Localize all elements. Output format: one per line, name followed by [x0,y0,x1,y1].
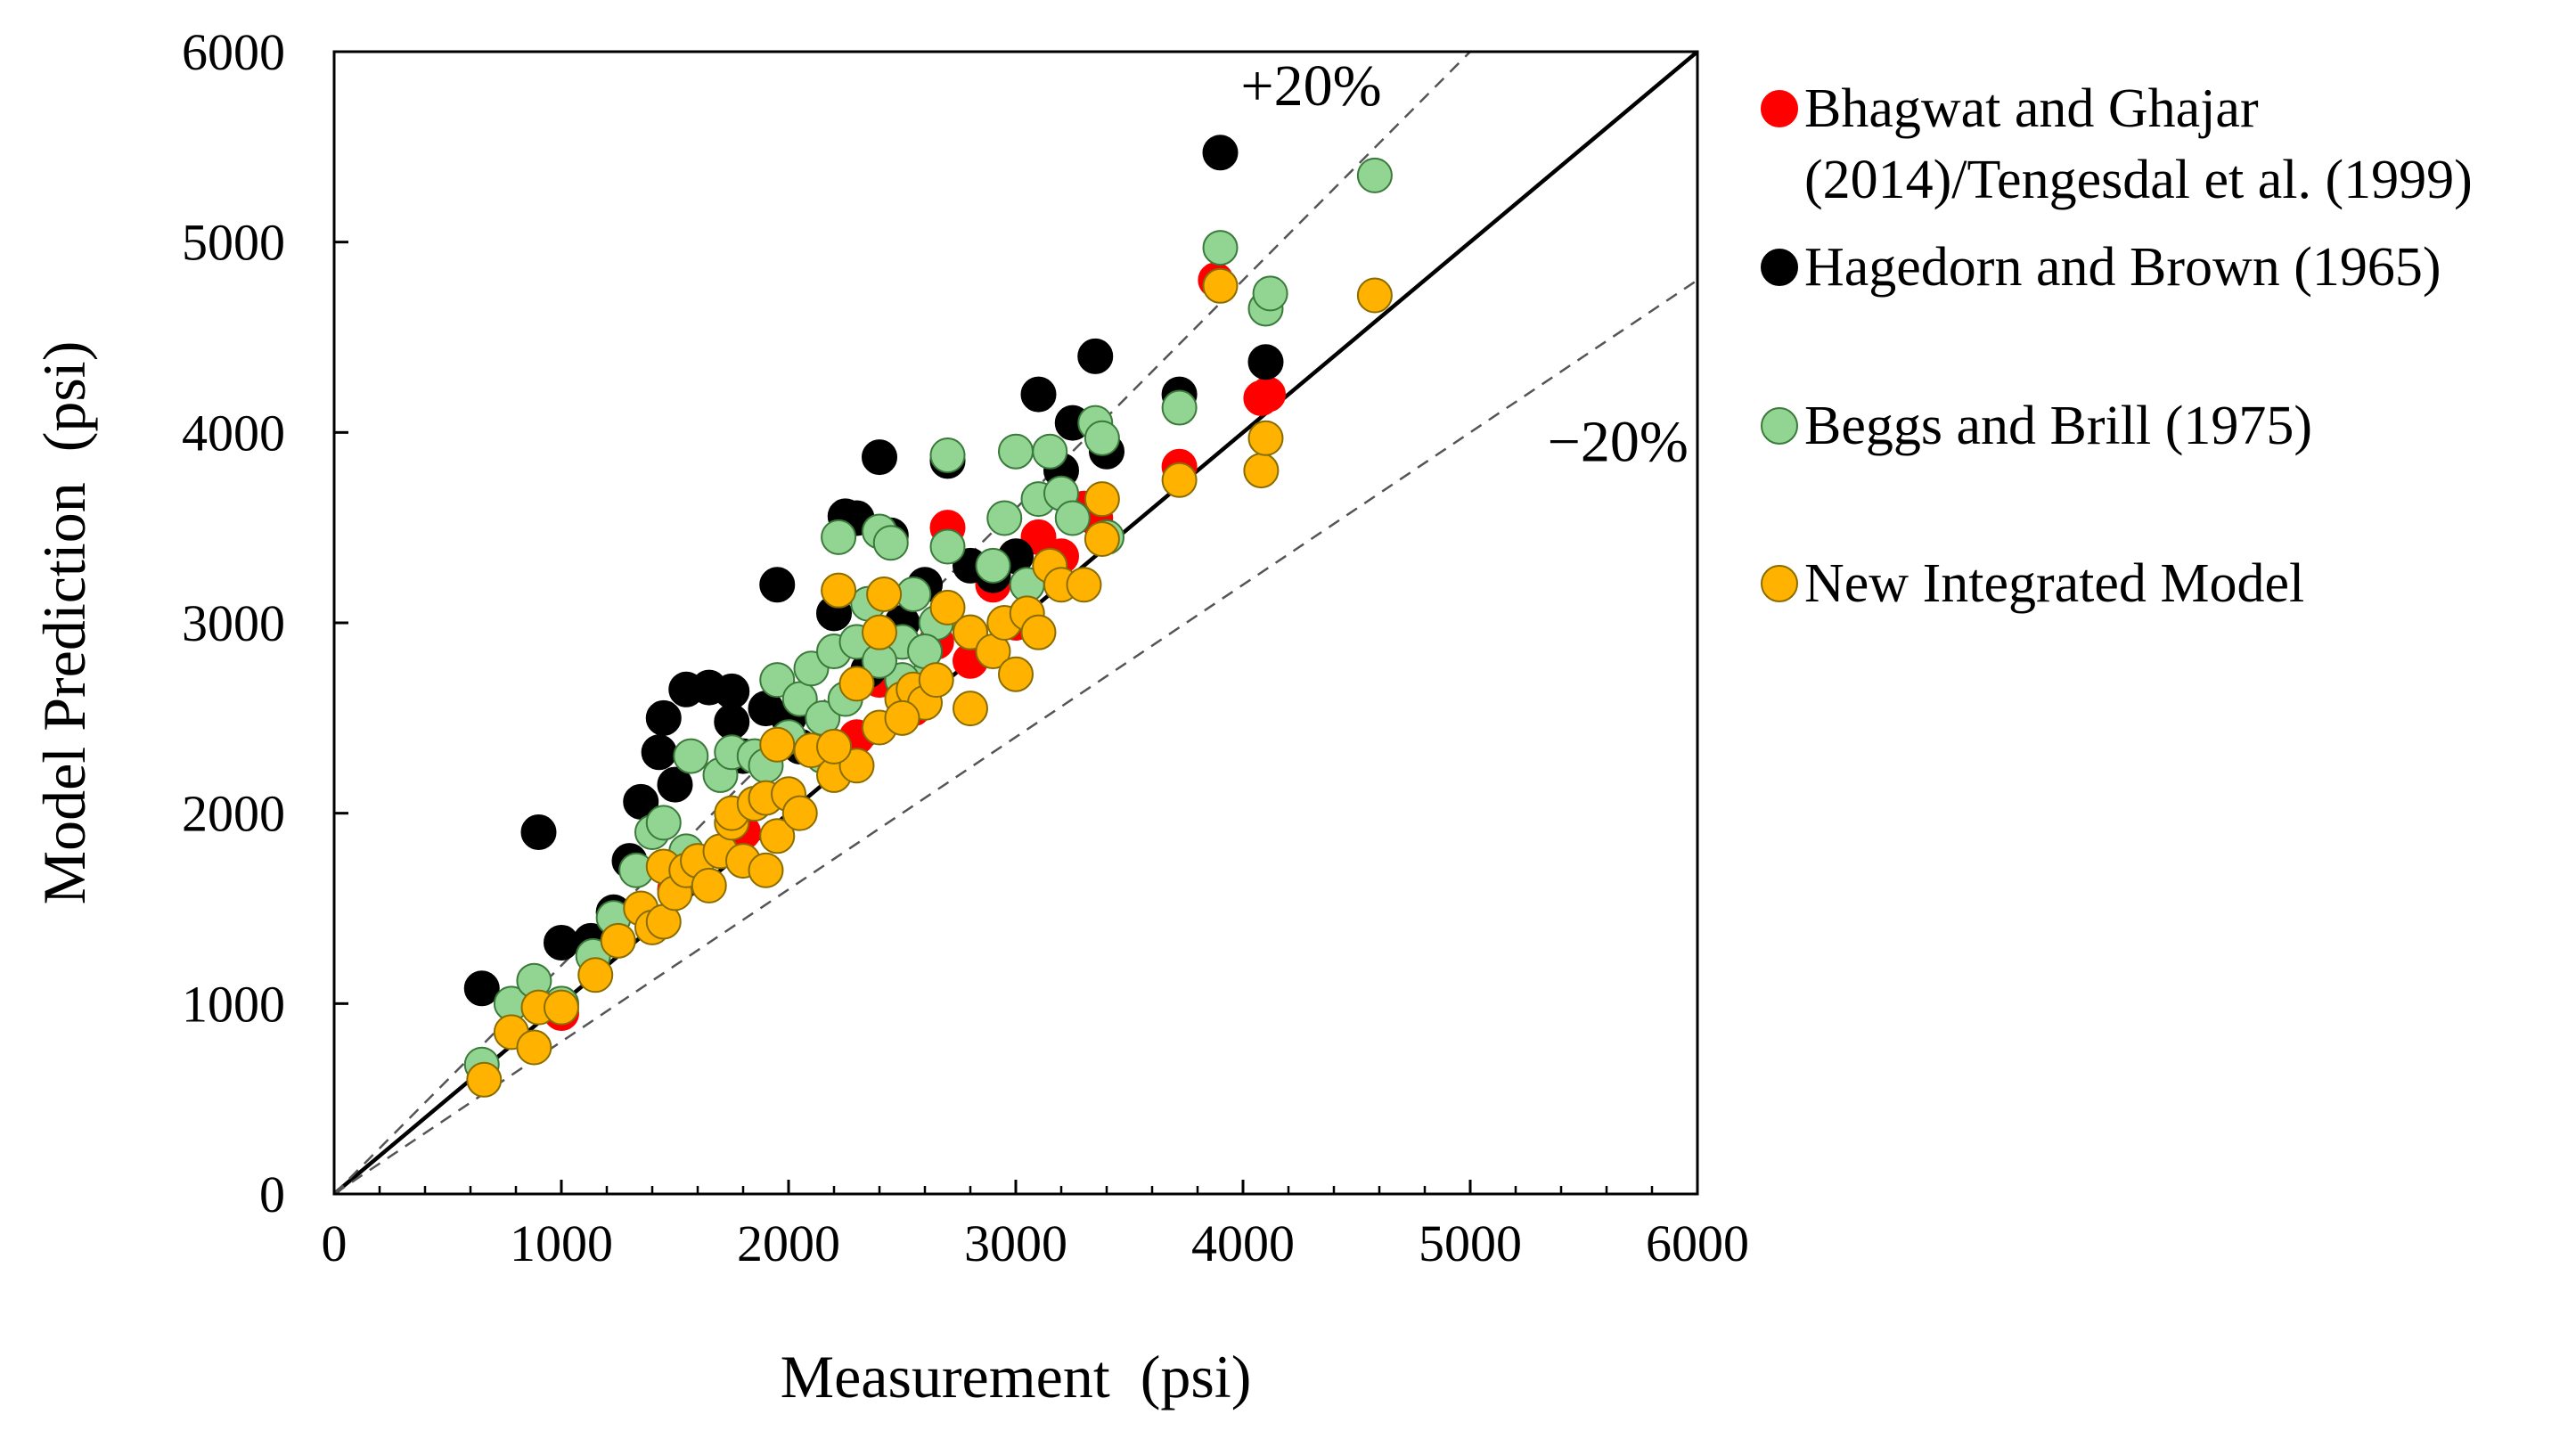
x-tick-label: 6000 [1646,1214,1749,1272]
data-point [645,805,682,841]
data-point [645,699,682,736]
legend-marker-beggs-brill [1761,407,1798,445]
y-axis-title: Model Prediction (psi) [30,341,98,905]
data-point [1202,135,1239,171]
data-point [1066,567,1102,603]
data-point [1161,389,1198,426]
x-tick-label: 1000 [510,1214,613,1272]
data-point [1084,481,1120,518]
data-point [929,528,966,565]
data-point [986,500,1023,536]
data-point [516,1029,552,1066]
data-point [520,814,557,851]
y-tick-label: 1000 [182,975,285,1033]
data-point [1250,376,1287,413]
y-tick-label: 6000 [182,23,285,81]
data-point [1247,420,1284,456]
data-point [918,662,954,699]
data-point [816,728,852,764]
series-1 [463,135,1284,1007]
data-point [821,572,857,609]
data-point [759,818,796,854]
legend-marker-hagedorn-brown [1761,249,1798,286]
data-points [463,135,1393,1098]
data-point [1084,520,1120,557]
y-tick-label: 4000 [182,404,285,462]
data-point [1356,277,1393,314]
data-point [691,867,727,903]
data-point [998,656,1034,692]
axis-ticks: 0 1000 2000 3000 4000 5000 6000 0 1000 2000 3000 40… [182,23,1749,1272]
data-point [953,691,988,727]
legend: Bhagwat and Ghajar (2014)/Tengesdal et a… [1761,78,2473,614]
legend-label-bhagwat-ghajar-line2: (2014)/Tengesdal et al. (1999) [1804,150,2473,210]
legend-label-hagedorn-brown: Hagedorn and Brown (1965) [1804,237,2441,298]
data-point [714,673,750,709]
y-tick-label: 2000 [182,785,285,843]
data-point [1202,267,1239,304]
data-point [600,922,636,959]
data-point [673,738,709,774]
data-point [929,437,966,473]
minus-20-line [334,279,1697,1194]
y-tick-label: 5000 [182,214,285,272]
y-tick-label: 0 [259,1165,285,1223]
data-point [1247,344,1284,380]
data-point [466,1061,503,1098]
data-point [1161,462,1198,498]
plus-20-annotation: +20% [1240,53,1381,119]
data-point [748,852,784,888]
data-point [1054,500,1091,536]
data-point [884,699,920,736]
y-tick-label: 3000 [182,594,285,652]
legend-marker-new-integrated-model [1761,565,1798,602]
x-axis-title: Measurement (psi) [781,1343,1252,1410]
x-tick-label: 3000 [964,1214,1067,1272]
data-point [1020,614,1057,650]
data-point [1356,157,1393,193]
data-point [759,726,796,763]
data-point [714,704,750,740]
data-point [657,766,693,803]
data-point [1084,420,1120,456]
legend-label-beggs-brill: Beggs and Brill (1975) [1804,396,2312,456]
data-point [781,795,818,831]
x-tick-label: 0 [322,1214,348,1272]
series-3 [466,267,1393,1098]
legend-marker-bhagwat-ghajar [1761,90,1798,127]
data-point [862,439,897,476]
data-point [463,970,500,1007]
data-point [975,547,1011,584]
data-point [821,519,857,555]
x-tick-label: 4000 [1191,1214,1295,1272]
data-point [866,576,903,612]
data-point [544,989,579,1026]
data-point [998,433,1034,470]
data-point [759,567,796,603]
data-point [1020,376,1057,413]
x-tick-label: 2000 [737,1214,840,1272]
data-point [1202,230,1239,266]
data-point [1077,338,1114,374]
legend-label-new-integrated-model: New Integrated Model [1804,553,2304,614]
data-point [1243,453,1280,489]
data-point [577,957,614,993]
x-tick-label: 5000 [1419,1214,1522,1272]
data-point [872,525,909,561]
data-point [838,666,875,702]
legend-label-bhagwat-ghajar-line1: Bhagwat and Ghajar [1804,78,2259,139]
minus-20-annotation: −20% [1548,409,1689,474]
data-point [929,589,966,625]
data-point [862,614,897,650]
data-point [1032,433,1068,470]
data-point [641,734,677,771]
data-point [1252,275,1288,312]
